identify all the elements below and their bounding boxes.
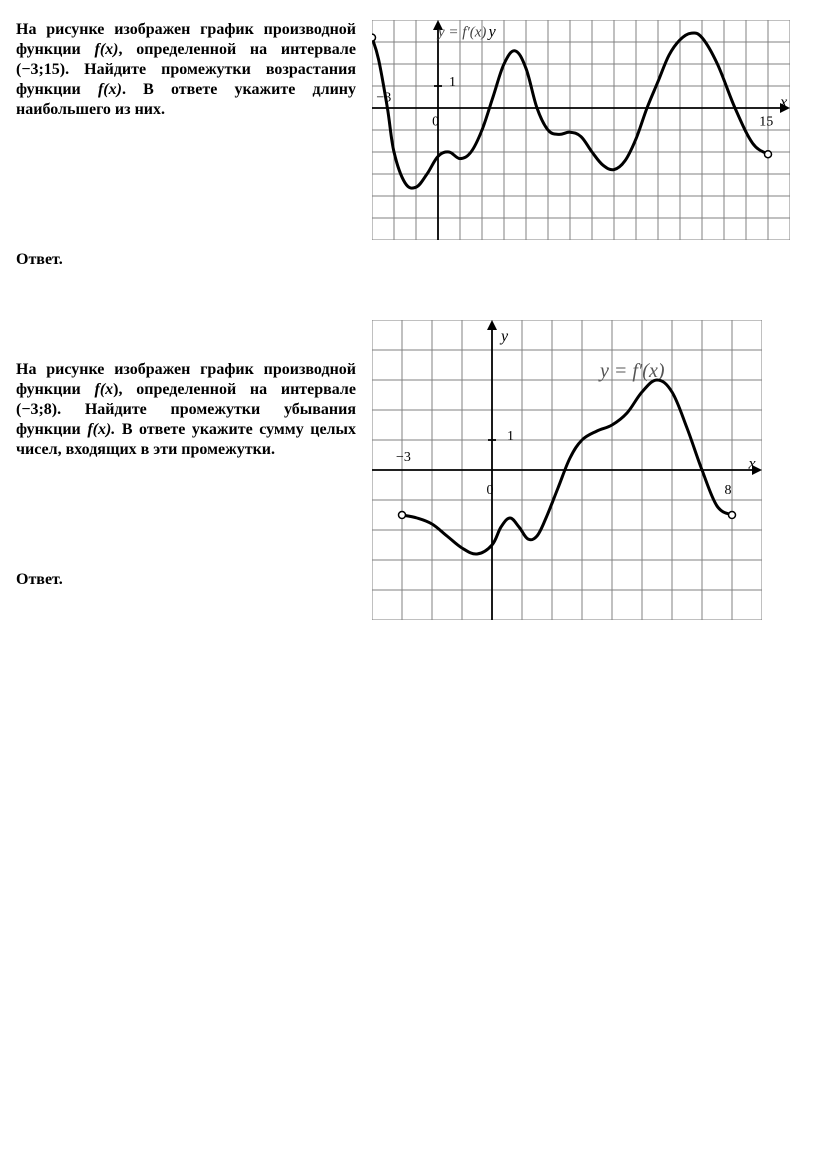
- svg-text:y = f′(x): y = f′(x): [598, 360, 665, 382]
- problem-2-graph: 1 0 −3 8 y x y = f′(x): [372, 320, 800, 620]
- problem-2-answer-label: Ответ.: [16, 570, 356, 590]
- p1-fn1: f(x): [95, 41, 119, 58]
- chart-2-svg: 1 0 −3 8 y x y = f′(x): [372, 320, 762, 620]
- svg-text:15: 15: [759, 115, 773, 130]
- svg-text:−3: −3: [396, 450, 411, 465]
- p2-fn1: f(x: [95, 381, 114, 398]
- svg-text:y: y: [499, 328, 509, 345]
- svg-text:0: 0: [487, 483, 494, 498]
- svg-text:y: y: [487, 23, 497, 40]
- problem-2-text: На рисунке изображен график производной …: [16, 320, 356, 630]
- svg-text:0: 0: [432, 115, 439, 130]
- svg-text:x: x: [779, 94, 787, 111]
- p2-fn2: f(x).: [87, 421, 115, 438]
- p1-fn2: f(x): [98, 81, 122, 98]
- problem-1-answer-label: Ответ.: [16, 250, 356, 270]
- svg-text:y = f′(x): y = f′(x): [436, 24, 486, 40]
- problem-1-row: На рисунке изображен график производной …: [16, 20, 800, 310]
- problem-1-graph: 10−315yxy = f′(x): [372, 20, 800, 240]
- svg-text:8: 8: [725, 483, 732, 498]
- problem-2-row: На рисунке изображен график производной …: [16, 320, 800, 630]
- svg-text:1: 1: [449, 75, 456, 90]
- problem-1-text: На рисунке изображен график производной …: [16, 20, 356, 310]
- svg-text:1: 1: [507, 429, 514, 444]
- svg-text:x: x: [748, 456, 756, 473]
- chart-1-svg: 10−315yxy = f′(x): [372, 20, 790, 240]
